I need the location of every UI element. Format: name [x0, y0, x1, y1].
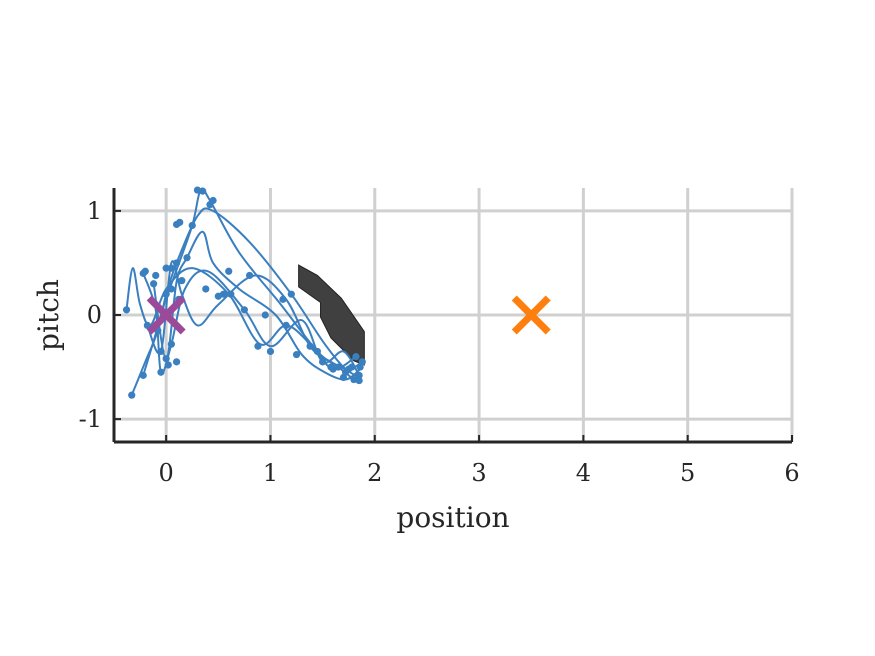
y-tick-label: 0 — [87, 301, 102, 329]
x-tick-label: 5 — [680, 459, 695, 487]
trajectory-point-38 — [266, 347, 275, 356]
obstacle-region — [298, 264, 365, 366]
trajectory-point-27 — [157, 368, 165, 376]
x-tick-label: 2 — [367, 459, 382, 487]
trajectory-point-35 — [246, 271, 254, 280]
x-tick-label: 0 — [159, 459, 174, 487]
trajectory-point-10 — [188, 221, 196, 230]
trajectory-point-20 — [162, 290, 170, 298]
trajectory-point-1 — [139, 371, 147, 379]
x-tick-label: 1 — [263, 459, 278, 487]
goal-marker-stroke-b — [511, 295, 551, 335]
trajectory-point-30 — [202, 285, 210, 293]
trajectory-point-55 — [358, 358, 366, 366]
trajectory-point-43 — [319, 358, 327, 366]
trajectory-point-33 — [227, 290, 235, 298]
trajectory-point-5 — [150, 280, 158, 288]
tick-labels: 0 1 2 3 4 5 6 -1 0 1 — [79, 197, 800, 487]
trajectory-line-2 — [125, 267, 357, 371]
trajectory-point-24 — [162, 355, 170, 363]
trajectory-point-41 — [306, 342, 314, 350]
trajectory-point-56 — [355, 376, 363, 385]
axes — [112, 188, 793, 444]
trajectory-line-5 — [152, 230, 361, 381]
trajectory-point-29 — [172, 358, 181, 366]
trajectory-point-21 — [167, 285, 175, 293]
trajectory-point-0 — [128, 391, 136, 399]
x-axis-label: position — [396, 501, 509, 534]
trajectory-point-50 — [348, 363, 356, 371]
trajectory-point-25 — [167, 340, 175, 348]
trajectory-point-12 — [176, 218, 184, 226]
trajectory-point-42 — [313, 347, 321, 356]
trajectory-point-15 — [172, 259, 181, 267]
x-tick-label: 4 — [576, 459, 591, 487]
goal-marker — [511, 295, 551, 335]
trajectory-point-14 — [167, 264, 175, 272]
trajectory-points — [122, 186, 366, 399]
trajectory-point-13 — [162, 264, 170, 272]
y-axis-label: pitch — [32, 279, 65, 351]
trajectory-point-58 — [279, 295, 287, 303]
trajectory-point-9 — [206, 201, 214, 209]
trajectory-point-23 — [157, 347, 165, 356]
trajectory-point-46 — [334, 363, 342, 371]
trajectory-point-57 — [287, 290, 295, 298]
trajectory-point-52 — [352, 353, 360, 361]
trajectory-point-53 — [355, 371, 363, 379]
trajectory-point-17 — [183, 254, 191, 262]
trajectory-point-7 — [199, 187, 207, 195]
trajectory-point-18 — [141, 267, 149, 275]
trajectory-point-16 — [178, 277, 186, 285]
trajectory-point-19 — [152, 271, 160, 280]
trajectory-point-37 — [254, 342, 262, 350]
trajectory-point-40 — [292, 350, 301, 359]
obstacle-polygon — [298, 264, 365, 366]
start-marker-stroke-b — [146, 295, 186, 335]
x-tick-label: 6 — [784, 459, 799, 487]
trajectory-point-34 — [225, 267, 233, 275]
trajectory-point-32 — [219, 290, 228, 298]
trajectory-point-2 — [122, 306, 131, 314]
trajectory-point-36 — [240, 306, 248, 314]
trajectory-point-59 — [261, 311, 269, 319]
y-tick-label: -1 — [79, 405, 102, 433]
start-goal-markers — [146, 295, 551, 335]
trajectory-point-28 — [164, 361, 172, 369]
trajectory-point-39 — [282, 321, 290, 330]
grid — [114, 188, 794, 442]
start-marker — [146, 295, 186, 335]
y-tick-label: 1 — [87, 197, 102, 225]
x-tick-label: 3 — [471, 459, 486, 487]
